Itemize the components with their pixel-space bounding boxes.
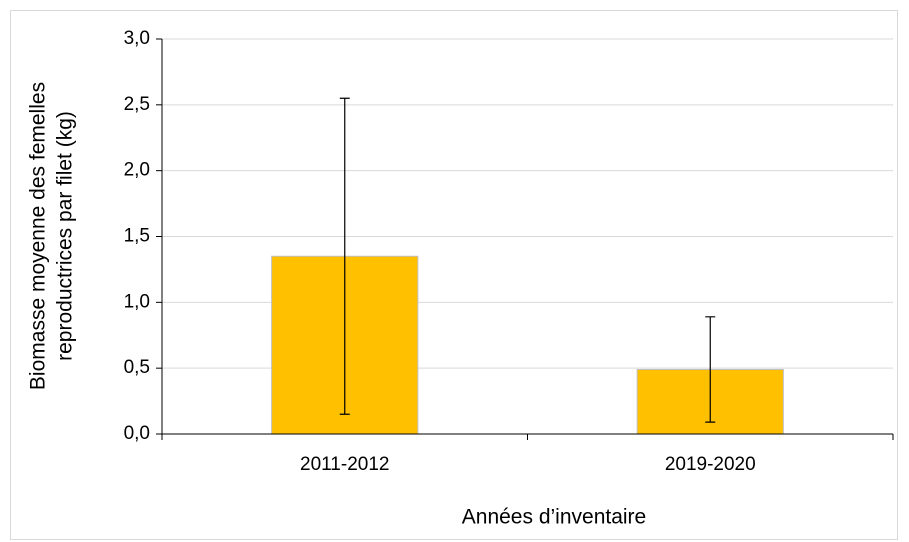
y-tick-label: 1,5 bbox=[124, 226, 150, 247]
y-tick-label: 2,5 bbox=[124, 94, 150, 115]
y-axis-label-line: Biomasse moyenne des femelles bbox=[27, 82, 50, 390]
chart-frame bbox=[10, 10, 898, 540]
x-axis-label: Années d’inventaire bbox=[462, 506, 646, 529]
y-tick-label: 3,0 bbox=[124, 28, 150, 49]
y-tick-label: 0,5 bbox=[124, 357, 150, 378]
error-bar bbox=[705, 316, 716, 423]
x-tick-label: 2019-2020 bbox=[665, 454, 756, 475]
error-bar bbox=[339, 97, 350, 415]
y-tick-label: 2,0 bbox=[124, 160, 150, 181]
x-tick-label: 2011-2012 bbox=[300, 454, 389, 475]
y-axis-label: Biomasse moyenne des femelles reproductr… bbox=[27, 82, 77, 390]
y-tick-label: 1,0 bbox=[124, 291, 150, 312]
y-axis-label-line: reproductrices par filet (kg) bbox=[54, 111, 77, 361]
y-tick-label: 0,0 bbox=[124, 423, 150, 444]
